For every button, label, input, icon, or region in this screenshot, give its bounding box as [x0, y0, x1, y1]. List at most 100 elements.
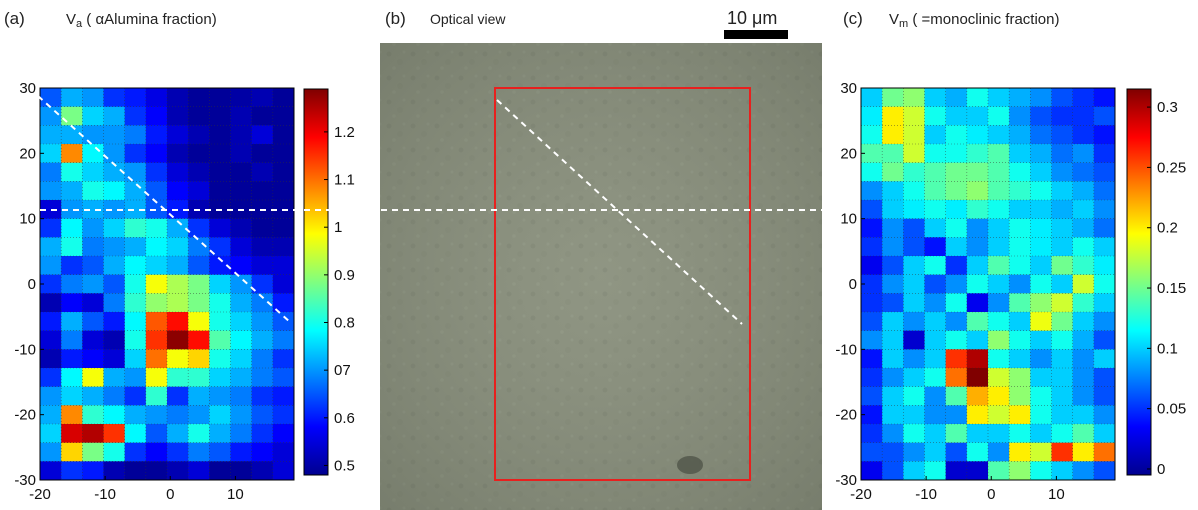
heatmap-cell	[251, 144, 274, 164]
heatmap-cell	[145, 349, 168, 369]
heatmap-cell	[1093, 237, 1116, 257]
heatmap-cell	[861, 349, 883, 369]
heatmap-cell	[945, 200, 968, 220]
heatmap-cell	[103, 368, 126, 388]
heatmap-cell	[167, 237, 189, 257]
heatmap-cell	[145, 181, 168, 201]
heatmap-cell	[103, 330, 126, 350]
heatmap-cell	[188, 293, 210, 313]
colorbar-tick-label: 0.3	[1157, 99, 1178, 116]
heatmap-cell	[903, 405, 925, 425]
heatmap-cell	[1051, 88, 1074, 108]
panel-c-title: Vm ( =monoclinic fraction)	[889, 11, 1060, 30]
heatmap-cell	[145, 144, 168, 164]
heatmap-cell	[188, 144, 210, 164]
heatmap-cell	[82, 181, 104, 201]
heatmap-cell	[40, 125, 62, 145]
heatmap-cell	[61, 162, 83, 182]
heatmap-cell	[966, 386, 989, 406]
heatmap-cell	[61, 330, 83, 350]
diagonal-dashed-line-b	[496, 99, 743, 325]
heatmap-cell	[903, 330, 925, 350]
heatmap-cell	[145, 330, 168, 350]
heatmap-cell	[966, 88, 989, 108]
heatmap-cell	[1030, 349, 1052, 369]
heatmap-cell	[103, 424, 126, 444]
heatmap-cell	[966, 144, 989, 164]
heatmap-cell	[1093, 200, 1116, 220]
heatmap-cell	[966, 218, 989, 238]
heatmap-cell	[40, 368, 62, 388]
colorbar-tick-label: 1	[334, 219, 342, 236]
heatmap-cell	[903, 144, 925, 164]
colorbar-tick-label: 0.15	[1157, 280, 1186, 297]
heatmap-cell	[82, 424, 104, 444]
heatmap-cell	[903, 218, 925, 238]
colorbar-gradient	[1126, 88, 1152, 476]
heatmap-cell	[167, 125, 189, 145]
heatmap-cell	[40, 237, 62, 257]
heatmap-cell	[188, 274, 210, 294]
heatmap-cell	[272, 442, 295, 462]
y-tick-label: 20	[19, 145, 36, 162]
heatmap-cell	[145, 237, 168, 257]
heatmap-cell	[272, 349, 295, 369]
heatmap-cell	[1072, 200, 1095, 220]
heatmap-cell	[988, 405, 1010, 425]
heatmap-cell	[945, 386, 968, 406]
heatmap-cell	[988, 237, 1010, 257]
x-tick-label: -10	[94, 486, 116, 503]
heatmap-cell	[61, 386, 83, 406]
heatmap-cell	[1093, 274, 1116, 294]
heatmap-cell	[1072, 218, 1095, 238]
heatmap-cell	[945, 349, 968, 369]
heatmap-cell	[272, 256, 295, 276]
heatmap-cell	[251, 237, 274, 257]
panel-b-title: Optical view	[430, 11, 506, 27]
x-tick-label: 0	[166, 486, 174, 503]
heatmap-cell	[209, 237, 231, 257]
heatmap-cell	[966, 312, 989, 332]
panel-a-title: Va ( αAlumina fraction)	[66, 11, 217, 30]
heatmap-cell	[272, 237, 295, 257]
heatmap-cell	[882, 125, 904, 145]
heatmap-cell	[924, 181, 947, 201]
heatmap-cell	[230, 162, 253, 182]
heatmap-cell	[1009, 88, 1031, 108]
heatmap-cell	[924, 442, 947, 462]
y-tick-label: 20	[840, 145, 857, 162]
heatmap-cell	[966, 349, 989, 369]
heatmap-cell	[882, 424, 904, 444]
heatmap-cell	[882, 106, 904, 126]
heatmap-cell	[188, 330, 210, 350]
y-tick-label: 10	[840, 211, 857, 228]
heatmap-cell	[988, 125, 1010, 145]
colorbar-tick-label: 0.5	[334, 457, 355, 474]
heatmap-cell	[145, 162, 168, 182]
heatmap-cell	[945, 162, 968, 182]
heatmap-cell	[167, 162, 189, 182]
heatmap-cell	[40, 330, 62, 350]
heatmap-cell	[82, 162, 104, 182]
heatmap-cell	[209, 312, 231, 332]
heatmap-cell	[988, 293, 1010, 313]
heatmap-cell	[230, 386, 253, 406]
heatmap-cell	[882, 88, 904, 108]
heatmap-cell	[82, 106, 104, 126]
heatmap-cell	[230, 256, 253, 276]
heatmap-cell	[103, 106, 126, 126]
colorbar-tick-label: 07	[334, 362, 351, 379]
heatmap-cell	[882, 181, 904, 201]
heatmap-cell	[924, 349, 947, 369]
panel-a-tag: (a)	[4, 9, 25, 28]
heatmap-cell	[230, 218, 253, 238]
heatmap-cell	[103, 200, 126, 220]
heatmap-cell	[1030, 237, 1052, 257]
heatmap-cell	[1093, 349, 1116, 369]
heatmap-cell	[1051, 218, 1074, 238]
heatmap-cell	[966, 293, 989, 313]
heatmap-cell	[882, 218, 904, 238]
heatmap-cell	[251, 312, 274, 332]
heatmap-cell	[82, 274, 104, 294]
